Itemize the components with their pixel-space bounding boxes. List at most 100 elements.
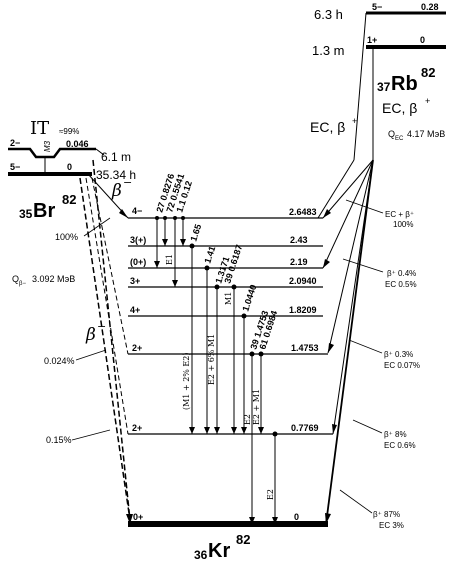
- arrowhead-ec-2: [323, 259, 330, 268]
- q-beta-sub: β−: [19, 281, 26, 287]
- arrowhead-beta-ground: [126, 514, 133, 524]
- gamma-label-10440: 1.0440: [240, 283, 258, 312]
- br-z: 35: [19, 207, 33, 221]
- spin-rb82m: 5−: [372, 2, 382, 12]
- br-minus-14753: 0.024%: [44, 356, 75, 366]
- energy-07769: 0.7769: [291, 423, 319, 433]
- spin-rb82: 1+: [367, 35, 377, 45]
- halflife-br82: 35.34 h: [96, 168, 136, 182]
- arrowhead-ec-1: [323, 209, 331, 218]
- mult-m1-e2: (M1 + 2% E2): [182, 353, 191, 410]
- it-label: IT: [30, 118, 49, 139]
- ec-leader-2: [342, 258, 384, 273]
- rb-a: 82: [421, 65, 435, 80]
- spin-26483: 4−: [132, 206, 142, 216]
- ec-14753-l1: β⁺ 0.3%: [384, 350, 413, 359]
- spin-br82m: 2−: [10, 138, 20, 148]
- br-minus-07769: 0.15%: [46, 435, 72, 445]
- br-minus-leader-3: [71, 429, 111, 441]
- spin-219: (0+): [130, 257, 146, 267]
- ec-07769-l2: EC 0.6%: [384, 441, 416, 450]
- energy-20940: 2.0940: [289, 276, 317, 286]
- rb-symbol: Rb: [391, 73, 418, 95]
- kr-symbol: Kr: [208, 540, 230, 562]
- label-beta-minus-2-sup: −: [97, 320, 106, 333]
- arrowhead-beta-1: [119, 209, 128, 218]
- br-symbol: Br: [33, 200, 55, 222]
- rb-z: 37: [377, 80, 391, 94]
- label-ec-beta-2-sup: +: [425, 96, 430, 106]
- ec-ground-l1: β⁺ 87%: [373, 510, 400, 519]
- br-minus-leader-1: [83, 217, 111, 237]
- br82m-halflife-leader: [95, 148, 105, 156]
- mult-e1: E1: [165, 254, 174, 265]
- energy-rb82: 0: [420, 35, 425, 45]
- beta-feed-ground: [79, 177, 131, 521]
- mult-e2-m1: E2 + M1: [252, 389, 261, 425]
- label-ec-beta-1: EC, β: [310, 119, 345, 135]
- label-ec-beta-2: EC, β: [382, 100, 417, 116]
- kr-a: 82: [236, 532, 250, 547]
- label-beta-minus-1: β: [111, 181, 122, 201]
- halflife-rb82m: 6.3 h: [314, 7, 343, 22]
- ec-feed-ground: [325, 159, 374, 525]
- spin-br82: 5−: [10, 162, 20, 172]
- mult-e2: E2: [243, 414, 252, 425]
- ec-feed-m: [317, 159, 355, 219]
- energy-26483: 2.6483: [289, 207, 317, 217]
- ec-feed-219: [322, 159, 374, 269]
- ec-219-l2: EC 0.5%: [385, 280, 417, 289]
- ec-feed-14753: [327, 159, 374, 354]
- arrowhead-ec-3: [328, 343, 334, 353]
- halflife-br82m: 6.1 m: [101, 150, 131, 164]
- br-minus-26483: 100%: [55, 232, 78, 242]
- ec-leader-1: [345, 199, 384, 214]
- energy-219: 2.19: [290, 257, 308, 267]
- gamma-label-141: 1.41: [202, 245, 217, 265]
- beta-feed-07769: [85, 177, 129, 435]
- kr-z: 36: [194, 548, 208, 562]
- label-ec-beta-1-sup: +: [352, 116, 357, 126]
- mult-m1: M1: [224, 292, 233, 305]
- level-br82m: [8, 147, 96, 159]
- beta-feed-ground-2: [92, 159, 131, 521]
- spin-07769: 2+: [132, 423, 142, 433]
- ec-219-l1: β⁺ 0.4%: [387, 269, 416, 278]
- ec-14753-l2: EC 0.07%: [384, 361, 420, 370]
- spin-14753: 2+: [132, 343, 142, 353]
- it-multipolarity: M3: [43, 140, 52, 152]
- mult-e2-6m1: E2 + 6% M1: [207, 334, 216, 385]
- q-beta-value: 3.092 МэВ: [32, 274, 75, 284]
- spin-20940: 3+: [130, 276, 140, 286]
- q-beta-symbol: Q: [12, 274, 19, 284]
- q-ec-value: 4.17 МэВ: [407, 129, 445, 139]
- gamma-label-165: 1.65: [188, 223, 203, 243]
- ec-leader-5: [339, 489, 373, 514]
- label-beta-minus-2: β: [85, 325, 96, 345]
- energy-14753: 1.4753: [291, 343, 319, 353]
- energy-18209: 1.8209: [289, 305, 317, 315]
- q-ec-sub: EC: [395, 136, 404, 142]
- ec-leader-4: [352, 419, 383, 434]
- beta-feed-14753: [91, 177, 129, 355]
- spin-243: 3(+): [130, 235, 146, 245]
- energy-br82: 0: [67, 162, 72, 172]
- energy-ground: 0: [294, 512, 299, 522]
- spin-ground: 0+: [133, 512, 143, 522]
- mult-e2-low: E2: [266, 489, 275, 500]
- spin-18209: 4+: [130, 305, 140, 315]
- br-minus-leader-2: [75, 349, 107, 361]
- energy-br82m: 0.046: [66, 139, 89, 149]
- ec-07769-l1: β⁺ 8%: [384, 430, 407, 439]
- energy-rb82m: 0.28: [421, 2, 439, 12]
- q-ec-symbol: Q: [388, 129, 395, 139]
- ec-ground-l2: EC 3%: [379, 521, 404, 530]
- ec-26483-l1: EC + β⁺: [385, 210, 414, 219]
- ec-leader-3: [348, 339, 383, 354]
- energy-243: 2.43: [290, 235, 308, 245]
- br-a: 82: [62, 192, 76, 207]
- arrowhead-ec-4: [332, 424, 337, 434]
- gamma-transitions: [154, 216, 278, 524]
